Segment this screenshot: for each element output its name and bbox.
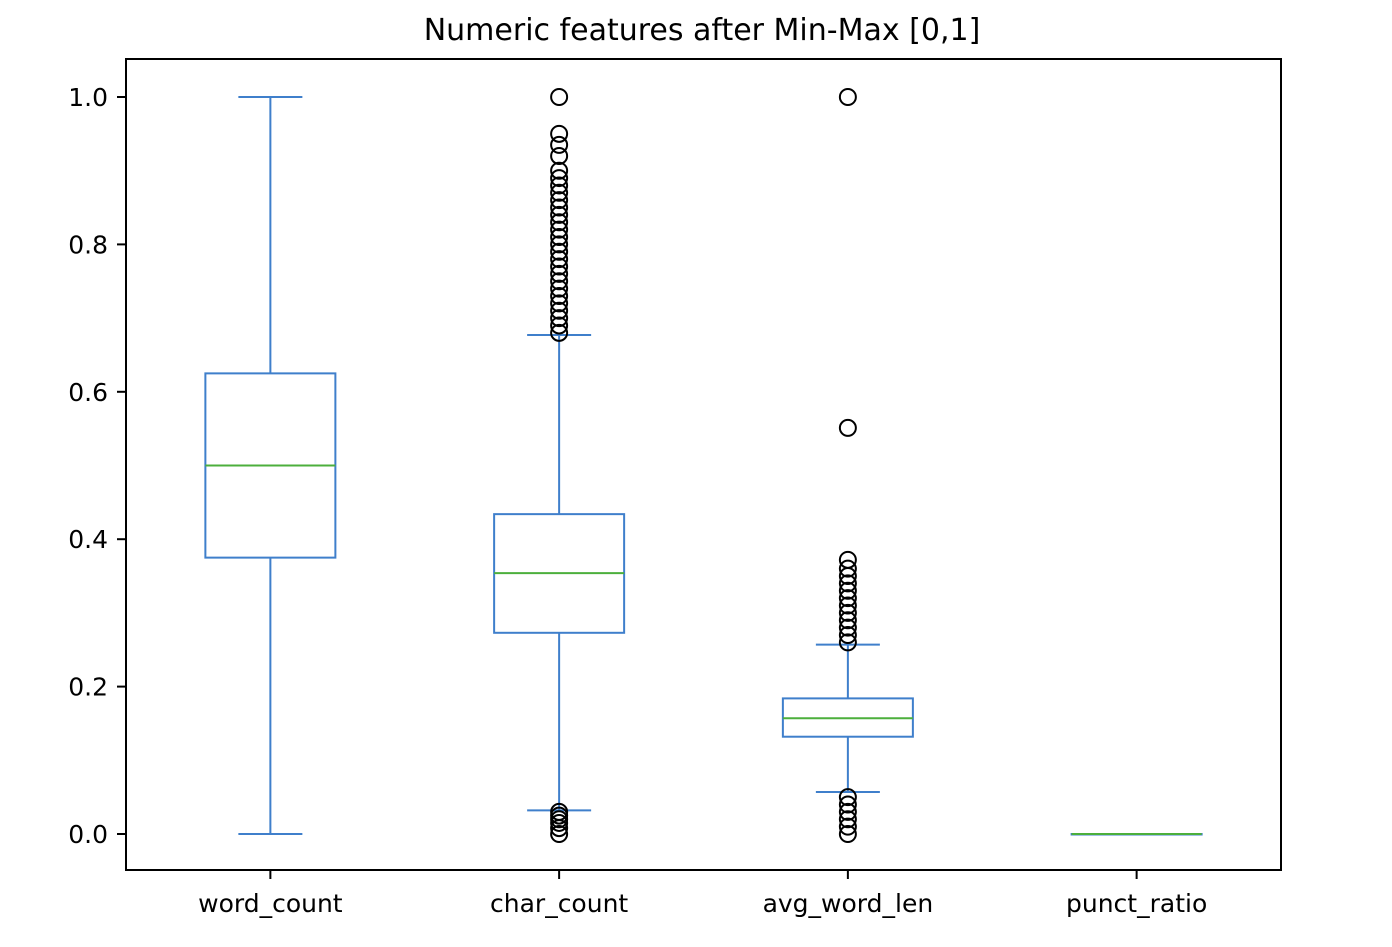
flier-point: [838, 817, 857, 836]
flier-point: [838, 550, 857, 569]
flier-point: [550, 242, 569, 261]
flier-point: [550, 286, 569, 305]
flier-point: [550, 124, 569, 143]
x-tick-label: avg_word_len: [763, 889, 934, 918]
flier-point: [550, 88, 569, 106]
flier-point: [550, 802, 569, 821]
y-tick-label: 0.0: [68, 820, 108, 849]
flier-point: [550, 183, 569, 202]
flier-point: [838, 611, 857, 630]
y-tick-label: 0.6: [68, 378, 108, 407]
flier-point: [838, 559, 857, 578]
flier-point: [550, 301, 569, 320]
axes-frame: [125, 58, 1282, 871]
flier-point: [838, 825, 857, 843]
flier-point: [550, 176, 569, 195]
chart-title: Numeric features after Min-Max [0,1]: [424, 13, 981, 48]
flier-point: [550, 235, 569, 254]
flier-point: [550, 135, 569, 154]
flier-point: [550, 228, 569, 247]
flier-point: [550, 198, 569, 217]
flier-point: [838, 795, 857, 814]
flier-point: [838, 802, 857, 821]
flier-point: [550, 264, 569, 283]
flier-point: [550, 825, 569, 843]
flier-point: [838, 810, 857, 829]
y-tick-label: 0.2: [68, 673, 108, 702]
flier-point: [550, 146, 569, 165]
y-tick-label: 1.0: [68, 83, 108, 112]
flier-point: [838, 596, 857, 615]
flier-point: [838, 618, 857, 637]
flier-point: [550, 272, 569, 291]
flier-point: [550, 294, 569, 313]
flier-point: [550, 161, 569, 180]
x-tick-label: punct_ratio: [1066, 889, 1207, 918]
flier-point: [550, 191, 569, 210]
flier-point: [838, 603, 857, 622]
flier-point: [550, 316, 569, 335]
flier-point: [838, 88, 857, 106]
flier-point: [550, 257, 569, 276]
y-tick-label: 0.8: [68, 230, 108, 259]
flier-point: [550, 213, 569, 232]
flier-point: [550, 309, 569, 328]
flier-point: [550, 205, 569, 224]
plot-area: 0.0 0.2 0.4 0.6 0.8 1.0 word_count char_count av…: [68, 83, 1207, 918]
flier-point: [550, 250, 569, 269]
flier-point: [838, 788, 857, 807]
flier-point: [838, 589, 857, 608]
flier-point: [838, 581, 857, 600]
flier-point: [838, 633, 857, 652]
flier-point: [838, 626, 857, 645]
flier-point: [838, 418, 857, 437]
flier-point: [550, 169, 569, 188]
flier-point: [550, 220, 569, 239]
flier-point: [838, 574, 857, 593]
flier-point: [550, 279, 569, 298]
flier-point: [550, 323, 569, 342]
y-tick-label: 0.4: [68, 525, 108, 554]
x-tick-label: char_count: [490, 889, 628, 918]
x-tick-label: word_count: [198, 889, 343, 918]
